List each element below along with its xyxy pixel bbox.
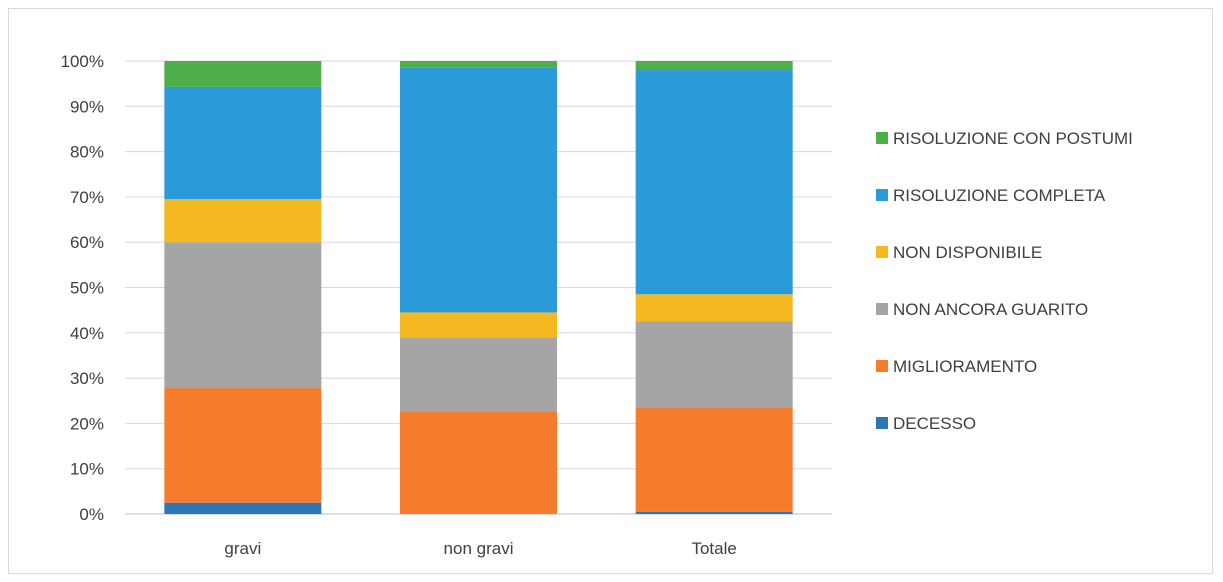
y-tick-label: 40% [70, 324, 104, 343]
bar-segment [164, 242, 322, 389]
y-tick-label: 100% [61, 52, 104, 71]
x-tick-label: non gravi [444, 539, 514, 558]
legend-label: NON ANCORA GUARITO [893, 300, 1088, 319]
bar-segment [164, 388, 322, 503]
legend-label: RISOLUZIONE CON POSTUMI [893, 129, 1133, 148]
y-tick-label: 60% [70, 233, 104, 252]
y-tick-label: 50% [70, 279, 104, 298]
bar-segment [164, 199, 322, 243]
x-tick-label: gravi [224, 539, 261, 558]
y-tick-label: 20% [70, 414, 104, 433]
x-tick-label: Totale [691, 539, 736, 558]
y-tick-label: 0% [79, 505, 104, 524]
legend-label: NON DISPONIBILE [893, 243, 1042, 262]
bar-segment [164, 61, 322, 87]
y-tick-label: 70% [70, 188, 104, 207]
bar-segment [400, 67, 557, 313]
bar-segment [400, 411, 557, 514]
legend-swatch [876, 303, 888, 315]
legend: RISOLUZIONE CON POSTUMI RISOLUZIONE COMPL… [876, 129, 1133, 433]
legend-swatch [876, 360, 888, 372]
y-axis-tick-labels: 0% 10% 20% 30% 40% 50% 60% 70% 80% 90% 100% [61, 52, 104, 524]
bar-segment [635, 61, 793, 71]
bar-segment [400, 312, 557, 338]
legend-swatch [876, 132, 888, 144]
bar-segment [400, 61, 557, 68]
y-tick-label: 90% [70, 97, 104, 116]
y-tick-label: 80% [70, 143, 104, 162]
bar-segment [635, 294, 793, 322]
bar-segment [635, 407, 793, 512]
y-tick-label: 30% [70, 369, 104, 388]
bar-segment [400, 337, 557, 412]
chart-frame [8, 8, 1213, 574]
bars [164, 61, 793, 514]
x-axis-tick-labels: gravi non gravi Totale [224, 539, 736, 558]
bar-segment [164, 86, 322, 200]
legend-label: DECESSO [893, 414, 976, 433]
legend-swatch [876, 189, 888, 201]
bar-segment [164, 502, 322, 514]
y-tick-label: 10% [70, 460, 104, 479]
legend-swatch [876, 246, 888, 258]
bar-segment [635, 511, 793, 514]
legend-label: RISOLUZIONE COMPLETA [893, 186, 1106, 205]
bar-segment [635, 321, 793, 408]
legend-label: MIGLIORAMENTO [893, 357, 1037, 376]
bar-segment [635, 70, 793, 295]
legend-swatch [876, 417, 888, 429]
